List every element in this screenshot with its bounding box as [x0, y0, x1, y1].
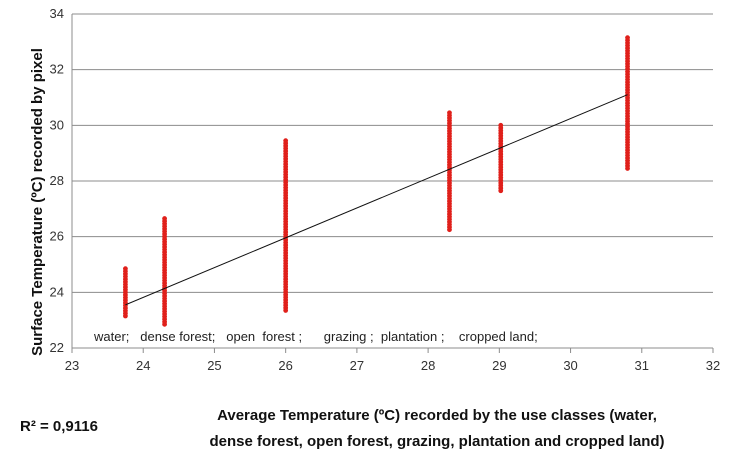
- trendline: [125, 94, 628, 306]
- data-point-5-50: [625, 166, 630, 171]
- x-tick-label-8: 31: [635, 358, 649, 373]
- x-axis-label-line-1: Average Temperature (ºC) recorded by the…: [217, 407, 657, 424]
- x-tick-label-4: 27: [350, 358, 364, 373]
- y-tick-label-4: 30: [50, 117, 64, 132]
- axes: [71, 14, 714, 353]
- x-tick-label-5: 28: [421, 358, 435, 373]
- trend-line: [125, 94, 628, 306]
- x-tick-label-0: 23: [65, 358, 79, 373]
- class-labels-annotation: water; dense forest; open forest ; grazi…: [93, 329, 538, 344]
- gridlines: [72, 13, 713, 349]
- y-axis-label: Surface Temperature (ºC) recorded by pix…: [29, 48, 46, 356]
- y-tick-label-5: 32: [50, 62, 64, 77]
- r-squared-annotation: R² = 0,9116: [20, 418, 98, 435]
- data-point-3-45: [447, 227, 452, 233]
- x-tick-label-7: 30: [563, 358, 577, 373]
- tick-labels: 22 24 26 28 30 32 34 23 24 25 26 27 28 29 30 31 32: [50, 6, 721, 373]
- y-tick-label-0: 22: [50, 340, 64, 355]
- data-points: [123, 35, 630, 327]
- data-point-1-41: [162, 321, 167, 327]
- y-tick-label-1: 24: [50, 284, 64, 299]
- y-tick-label-6: 34: [50, 6, 64, 21]
- data-point-4-25: [498, 188, 504, 194]
- y-tick-label-3: 28: [50, 173, 64, 188]
- x-tick-label-9: 32: [706, 358, 720, 373]
- data-point-0-18: [123, 313, 128, 319]
- x-tick-label-3: 26: [278, 358, 292, 373]
- data-point-2-65: [283, 308, 289, 313]
- x-tick-label-6: 29: [492, 358, 506, 373]
- x-tick-label-1: 24: [136, 358, 150, 373]
- x-tick-label-2: 25: [207, 358, 221, 373]
- y-tick-label-2: 26: [50, 229, 64, 244]
- x-axis-label-line-2: dense forest, open forest, grazing, plan…: [209, 433, 664, 450]
